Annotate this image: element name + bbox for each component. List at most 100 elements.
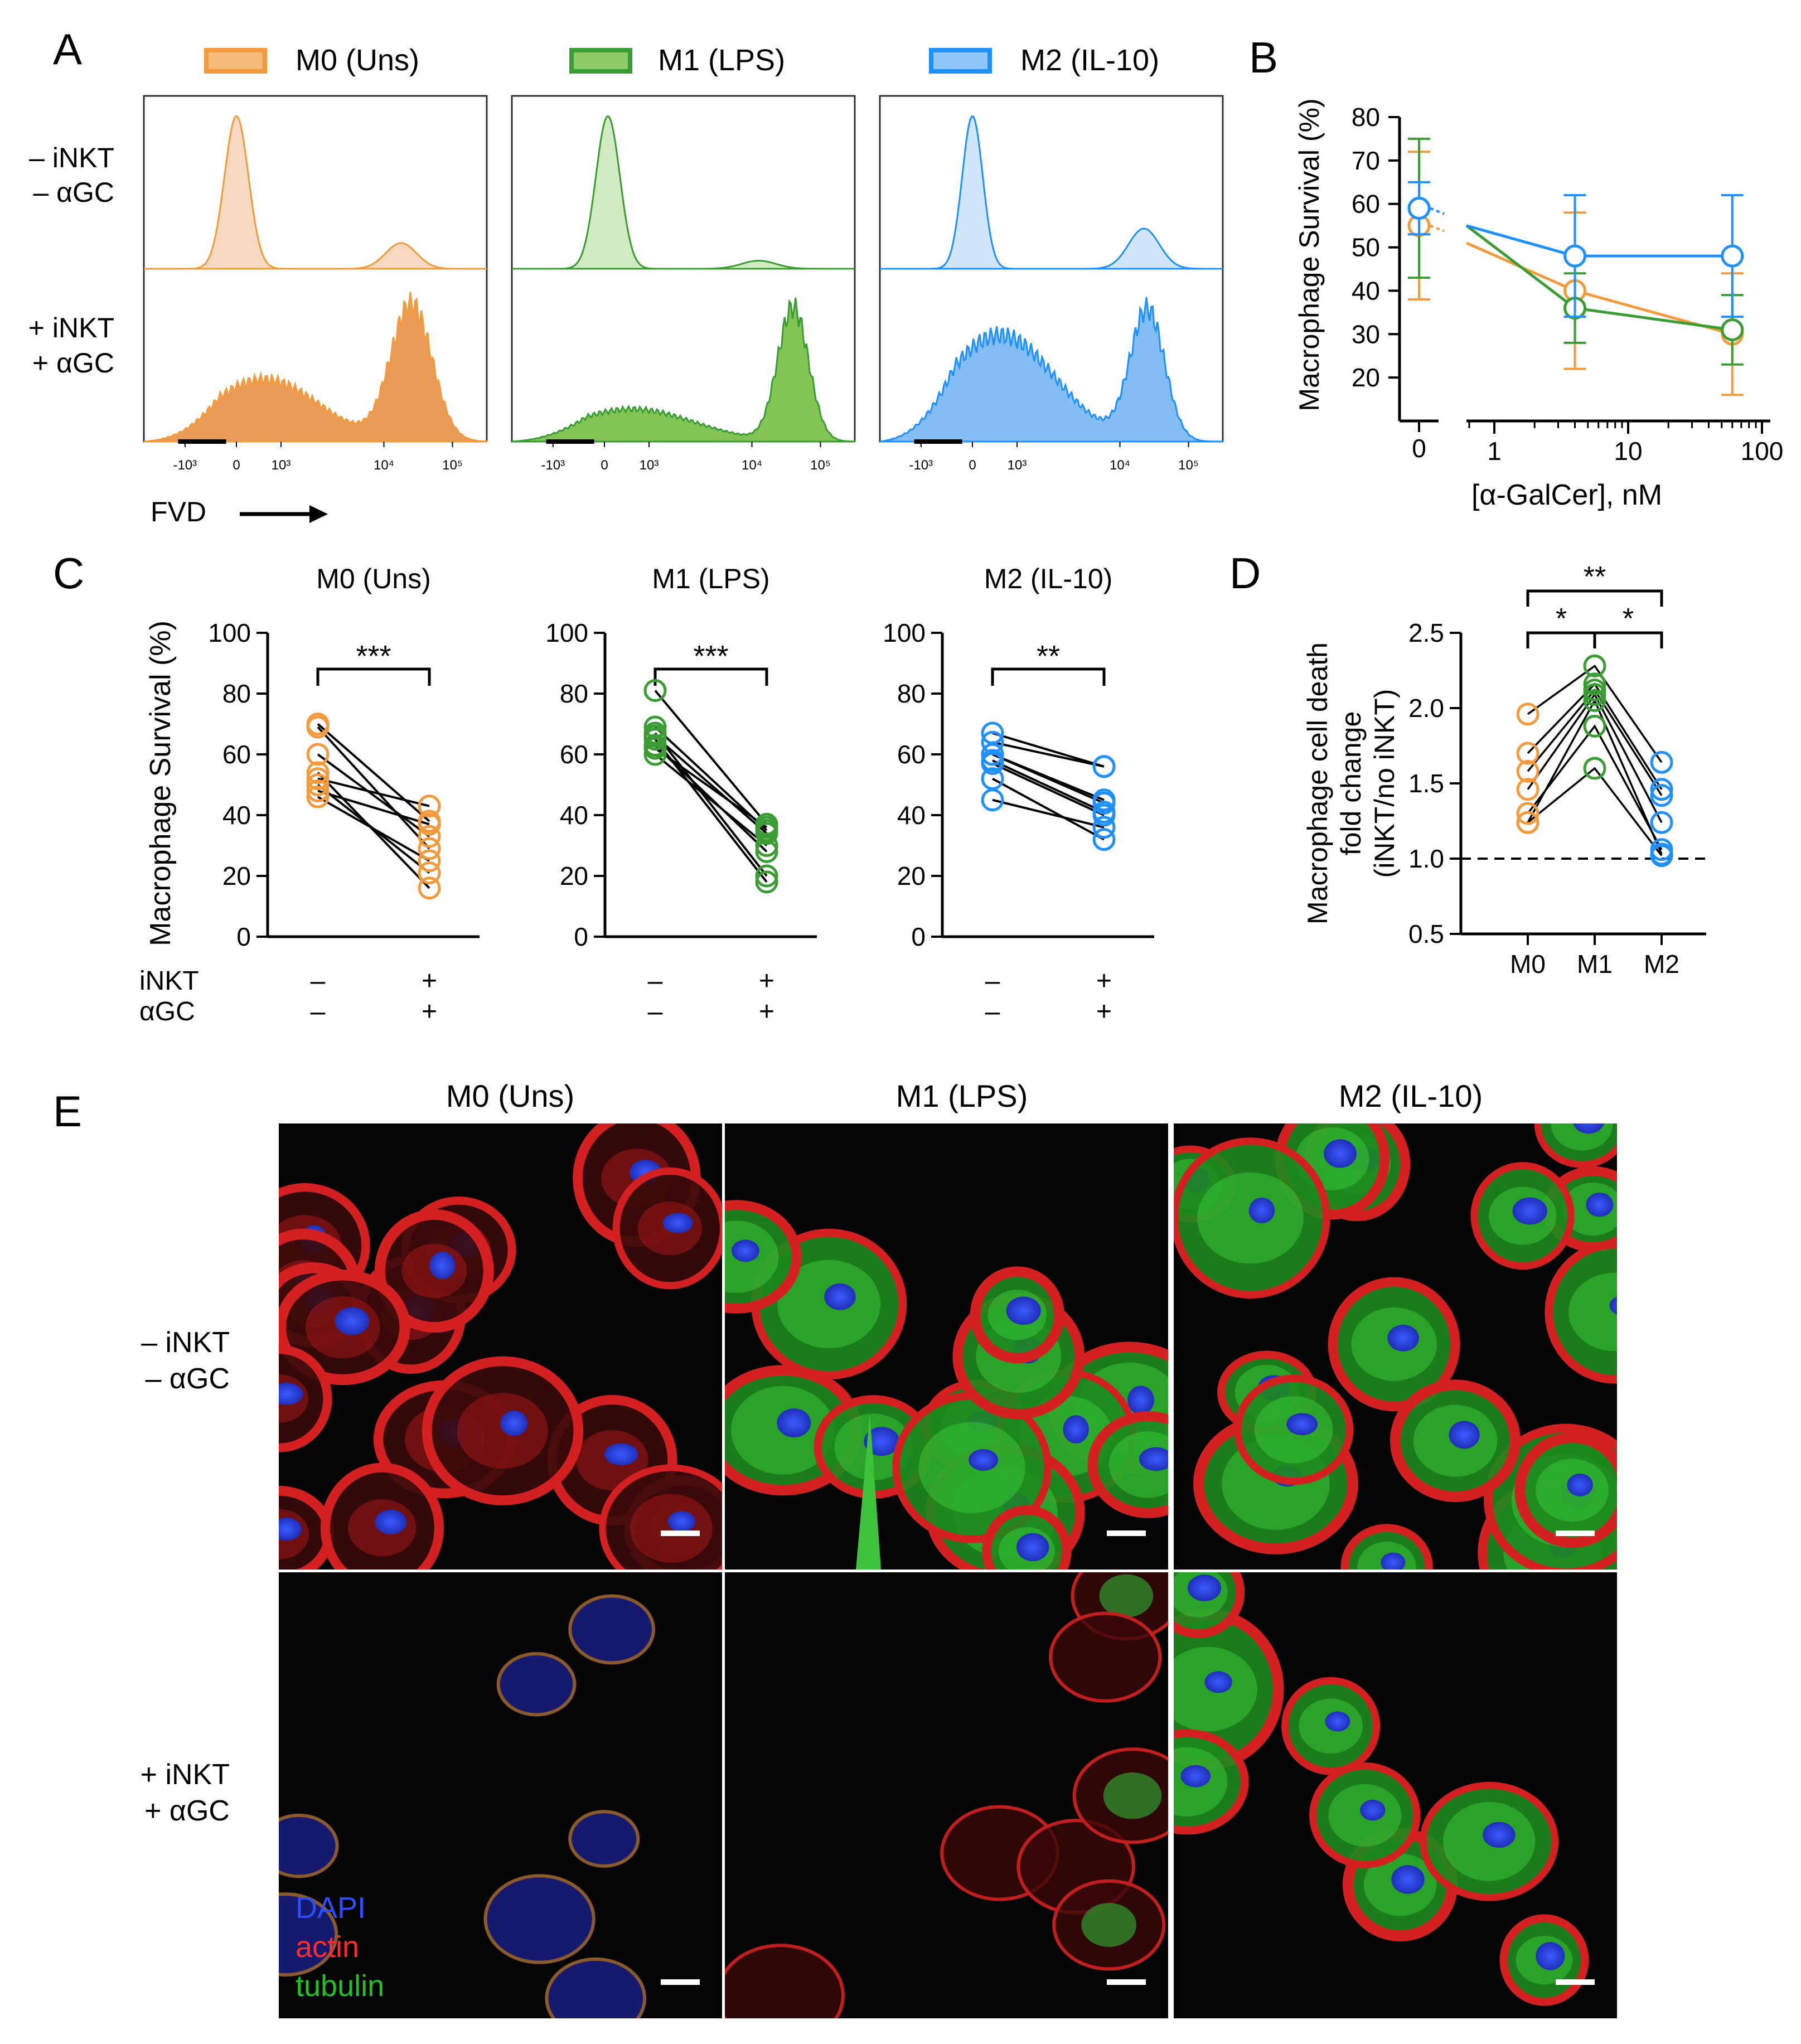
cell-nucleus — [279, 1517, 302, 1541]
c-point-after — [418, 861, 441, 885]
panel-a: M0 (Uns) M1 (LPS) M2 (IL-10) – iNKT – αG… — [28, 43, 1224, 527]
c-point-before — [306, 713, 330, 735]
c-y-tick-label: 40 — [897, 801, 926, 830]
c-subplot: M0 (Uns) 0 20 40 60 80 100 *** –– ++ — [208, 563, 480, 1026]
c-condition-label: – — [648, 966, 663, 996]
cell-nucleus — [1387, 1325, 1419, 1352]
e-row-label-top-1: – iNKT — [141, 1326, 230, 1359]
c-sig-stars: *** — [356, 640, 391, 673]
legend-swatch-m2 — [929, 48, 992, 74]
d-point — [1650, 750, 1673, 774]
c-pair-line — [654, 747, 768, 829]
c-pair-line — [654, 753, 768, 847]
d-point — [1516, 759, 1539, 783]
legend-label-m0: M0 (Uns) — [296, 43, 419, 77]
cell-tubulin — [1099, 1574, 1154, 1617]
e-row-label-top-2: – αGC — [146, 1363, 230, 1395]
c-condition-label: + — [1096, 997, 1112, 1026]
c-point-before — [643, 679, 667, 703]
d-y-tick-label: 2.0 — [1408, 694, 1444, 723]
cell-nucleus — [279, 1382, 303, 1405]
c-subplot: M1 (LPS) 0 20 40 60 80 100 *** –– ++ — [545, 563, 817, 1026]
scale-bar — [661, 1979, 700, 1985]
b-xlabel: [α-GalCer], nM — [1471, 479, 1662, 511]
c-point-after — [755, 822, 778, 845]
c-y-tick-label: 60 — [222, 740, 251, 769]
c-point-after — [1092, 828, 1116, 851]
d-point — [1650, 842, 1673, 866]
d-point — [1583, 654, 1606, 677]
cell-nucleus — [1483, 1822, 1516, 1848]
c-subplot-title: M2 (IL-10) — [984, 563, 1113, 594]
scale-bar — [1556, 1530, 1595, 1536]
b-series-line — [1466, 224, 1732, 258]
c-condition-label: + — [1096, 966, 1112, 996]
panel-a-legend: M0 (Uns) M1 (LPS) M2 (IL-10) — [204, 43, 1159, 77]
d-y-tick-label: 0.5 — [1408, 919, 1444, 948]
c-sig-stars: ** — [1037, 640, 1060, 673]
c-y-tick-label: 80 — [560, 679, 588, 708]
panel-label-b: B — [1249, 33, 1278, 82]
c-point-before — [981, 743, 1004, 766]
b-series-break — [1430, 224, 1445, 233]
d-point — [1516, 703, 1539, 726]
e-col-title-m1: M1 (LPS) — [896, 1078, 1028, 1113]
histogram-top — [880, 115, 1223, 270]
panel-label-d: D — [1229, 549, 1261, 598]
cell-nucleus — [731, 1239, 759, 1262]
c-condition-label: – — [985, 997, 1000, 1026]
c-sig-bracket — [991, 667, 1106, 686]
c-subplot: M2 (IL-10) 0 20 40 60 80 100 ** –– ++ — [883, 563, 1154, 1026]
c-y-tick-label: 0 — [574, 922, 588, 951]
b-x-tick-label: 10 — [1614, 437, 1642, 466]
c-condition-label: – — [985, 966, 1000, 996]
cell-nucleus — [375, 1509, 407, 1535]
stain-legend-dapi: DAPI — [296, 1891, 366, 1925]
histogram-tick-label: 0 — [233, 458, 240, 473]
cell-debris — [568, 1810, 640, 1868]
d-sig-bracket — [1526, 631, 1596, 648]
cell-nucleus — [1536, 1942, 1565, 1970]
c-y-tick-label: 80 — [897, 679, 926, 708]
cell-nucleus — [1573, 1123, 1604, 1134]
c-point-before — [306, 785, 330, 808]
c-point-after — [418, 849, 441, 873]
c-pair-line — [317, 772, 430, 889]
cell-nucleus — [864, 1427, 900, 1456]
cell-nucleus — [824, 1283, 856, 1310]
d-pair-line — [1527, 767, 1663, 856]
c-point-after — [755, 834, 778, 857]
histogram-top — [512, 115, 855, 270]
b-y-tick-label: 80 — [1352, 103, 1380, 132]
c-pair-line — [992, 798, 1105, 829]
d-point — [1583, 757, 1606, 780]
micrograph-tile — [725, 1572, 1168, 2018]
cell-nucleus — [969, 1449, 999, 1471]
c-point-before — [306, 761, 330, 784]
scale-bar — [1556, 1979, 1595, 1985]
cell-debris — [725, 1944, 845, 2018]
micrograph-cells — [279, 1123, 722, 1570]
d-point — [1650, 811, 1673, 834]
cell-nucleus — [1324, 1139, 1357, 1168]
c-point-after — [1092, 755, 1116, 778]
cell-debris — [568, 1594, 656, 1665]
b-y-tick-label: 60 — [1352, 190, 1380, 219]
b-x-tick-label: 0 — [1412, 434, 1426, 463]
d-x-tick-label: M0 — [1510, 950, 1546, 979]
micrograph-tile — [1174, 1572, 1617, 2018]
cell-debris — [279, 1892, 338, 1977]
d-sig-bracket — [1593, 631, 1663, 648]
histogram-tick-label: -10³ — [173, 458, 197, 473]
cell-nucleus — [1139, 1447, 1168, 1471]
d-y-tick-label: 2.5 — [1408, 618, 1444, 647]
e-col-title-m0: M0 (Uns) — [446, 1078, 574, 1113]
cell-tubulin — [1081, 1903, 1137, 1947]
c-pair-line — [317, 777, 430, 807]
c-pair-line — [317, 726, 430, 850]
cell-nucleus — [1006, 1296, 1041, 1325]
legend-label-m1: M1 (LPS) — [658, 43, 785, 77]
panel-d: Macrophage cell death fold change (iNKT/… — [1302, 561, 1706, 979]
c-y-tick-label: 60 — [897, 740, 926, 769]
